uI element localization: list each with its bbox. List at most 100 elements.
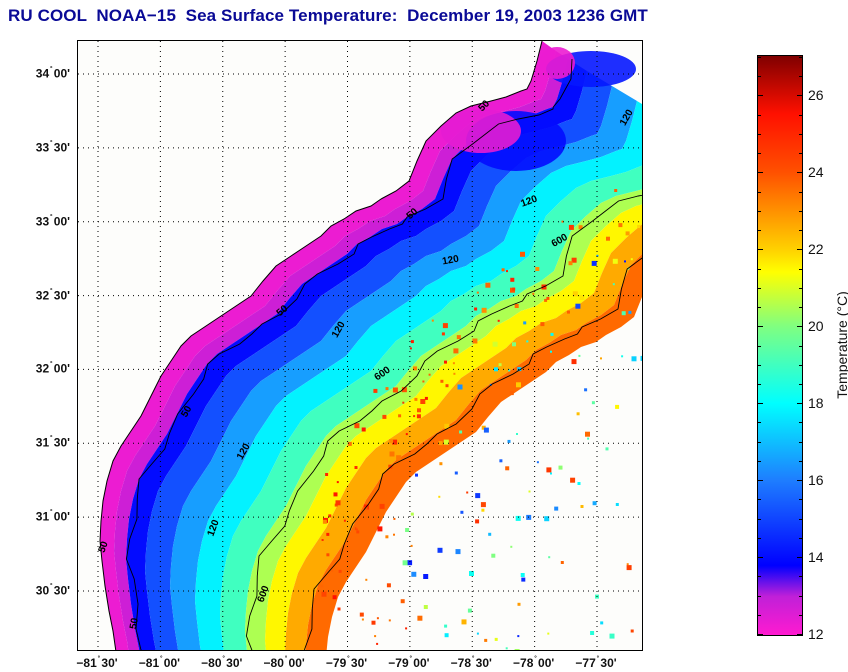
longitude-label-text: −80 (201, 656, 222, 670)
sst-pixel (410, 512, 414, 516)
sst-pixel (546, 296, 550, 300)
sst-pixel (410, 544, 413, 547)
colorbar-tick-label: 24 (808, 164, 824, 181)
sst-pixel (492, 341, 498, 347)
colorbar-tick-mark (797, 480, 803, 482)
sst-pixel (396, 455, 402, 461)
sst-pixel (388, 464, 393, 469)
sst-pixel (321, 591, 327, 597)
sst-pixel (389, 451, 395, 457)
latitude-label-text: 30 (35, 583, 50, 598)
colorbar-tick-label: 12 (808, 626, 824, 642)
sst-pixel (405, 433, 408, 436)
latitude-label-text: 32 (35, 361, 50, 376)
sst-pixel (431, 319, 434, 322)
latitude-label-text: 30' (53, 140, 70, 155)
sst-pixel (621, 355, 624, 358)
colorbar-tick-mark (757, 518, 761, 520)
sst-pixel (626, 563, 629, 566)
sst-pixel (561, 220, 564, 223)
sst-pixel (444, 633, 449, 638)
sst-pixel (485, 282, 491, 288)
sst-pixel (507, 439, 511, 443)
sst-band (170, 86, 637, 650)
colorbar-tick-mark (757, 210, 761, 212)
sst-pixel (385, 387, 389, 391)
sst-pixel (578, 225, 583, 230)
sst-map[interactable]: 50 50 50 50 50 50 120 120 120 120 120 120 600 600 600 (77, 40, 643, 651)
sst-pixel (337, 607, 341, 611)
sst-pixel (491, 553, 496, 558)
sst-pixel (606, 236, 610, 241)
sst-pixel (414, 397, 418, 401)
sst-band (100, 41, 556, 650)
sst-pixel (439, 462, 443, 466)
colorbar-tick-mark (797, 634, 803, 635)
latitude-label-text: 00' (53, 509, 70, 524)
sst-pixel (393, 533, 395, 536)
sst-pixel (499, 459, 503, 463)
sst-pixel (453, 372, 456, 375)
longitude-label: −79˚30' (325, 655, 368, 670)
sst-pixel (508, 369, 511, 372)
sst-pixel (347, 441, 352, 446)
sst-pixel (615, 503, 619, 506)
colorbar-tick-mark (757, 114, 761, 116)
sst-pixel (550, 472, 552, 475)
colorbar-tick-mark (797, 249, 803, 251)
longitude-label-text: −81 (138, 656, 160, 670)
sst-pixel (526, 340, 529, 343)
sst-pixel (388, 619, 391, 622)
sst-pixel (567, 310, 570, 314)
sst-pixel (637, 225, 641, 228)
colorbar-tick-mark (757, 364, 761, 366)
longitude-label: −80˚00' (263, 655, 305, 670)
sst-pixel (600, 621, 604, 625)
sst-pixel (571, 359, 577, 365)
sst-pixel (392, 439, 398, 445)
sst-pixel (579, 295, 585, 300)
latitude-label-text: 00' (53, 66, 70, 81)
sst-pixel (336, 481, 339, 484)
longitude-label-text: −80 (263, 656, 284, 670)
latitude-label: 30˚30' (35, 582, 70, 598)
sst-pixel (326, 553, 330, 557)
sst-pixel (523, 321, 527, 325)
colorbar-tick-mark (757, 307, 761, 309)
colorbar-tick-mark (799, 576, 803, 578)
sst-pixel (475, 519, 480, 524)
colorbar-tick-label: 14 (808, 549, 824, 566)
colorbar-tick-mark (757, 383, 761, 385)
longitude-label-text: 00' (538, 656, 555, 670)
isobath-label: 120 (441, 254, 460, 268)
colorbar-tick-mark (799, 595, 803, 597)
sst-pixel (517, 635, 520, 638)
sst-band (285, 224, 642, 650)
colorbar-tick-mark (799, 133, 803, 135)
sst-pixel (405, 528, 410, 532)
colorbar-tick-mark (757, 153, 761, 155)
sst-pixel (514, 304, 519, 308)
sst-pixel (444, 423, 450, 429)
longitude-label-text: 30' (101, 656, 118, 670)
colorbar-tick-mark (799, 422, 803, 424)
sst-band (195, 101, 642, 650)
sst-pixel (535, 267, 540, 271)
latitude-label-text: 00' (53, 361, 70, 376)
sst-band (265, 204, 642, 650)
sst-pixel (415, 473, 418, 477)
isobath-120 (245, 194, 642, 650)
longitude-label: −81˚00' (138, 655, 180, 670)
sst-pixel (457, 384, 463, 390)
sst-pixel (325, 473, 329, 476)
colorbar-tick-mark (799, 499, 803, 501)
sst-pixel (373, 388, 378, 393)
colorbar-tick-mark (799, 230, 803, 232)
sst-pixel (407, 560, 413, 566)
sst-pixel (540, 322, 545, 327)
latitude-label: 33˚00' (35, 213, 70, 229)
sst-pixel (625, 231, 630, 236)
sst-pixel (600, 357, 602, 360)
sst-pixel (356, 530, 360, 534)
